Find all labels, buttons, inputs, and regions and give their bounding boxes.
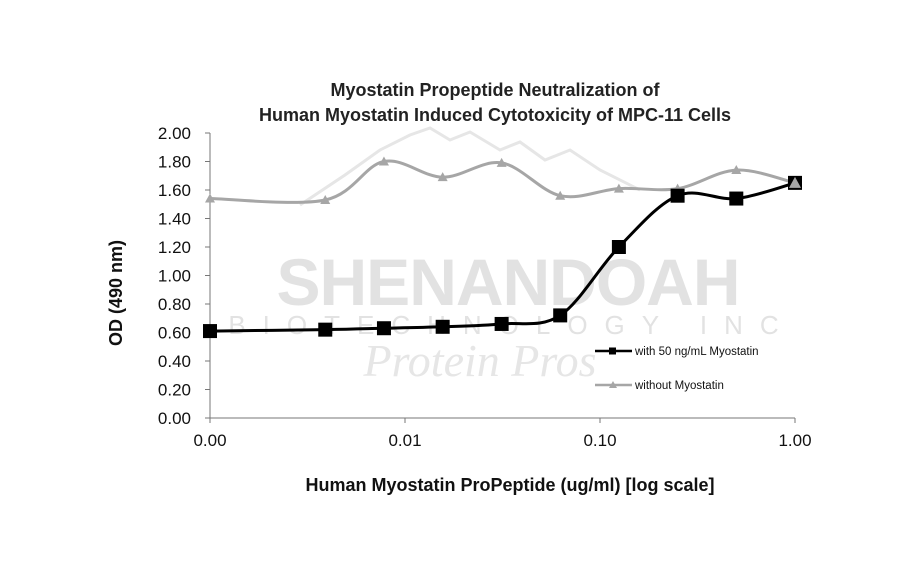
- data-point-with-myostatin: [318, 322, 333, 337]
- x-tick-label: 0.01: [388, 431, 421, 450]
- data-point-with-myostatin: [203, 324, 217, 339]
- x-tick-label: 0.10: [583, 431, 616, 450]
- legend-marker-with-myostatin: [609, 347, 616, 355]
- data-point-with-myostatin: [553, 308, 568, 323]
- y-tick-label: 1.60: [158, 181, 191, 200]
- x-tick-label: 0.00: [193, 431, 226, 450]
- data-point-without-myostatin: [437, 172, 448, 182]
- y-tick-label: 1.40: [158, 210, 191, 229]
- data-point-with-myostatin: [611, 240, 626, 254]
- x-tick-label: 1.00: [778, 431, 811, 450]
- watermark-brand: SHENANDOAH: [276, 245, 739, 319]
- y-tick-label: 0.00: [158, 409, 191, 428]
- data-point-without-myostatin: [613, 183, 624, 193]
- legend-marker-without-myostatin: [609, 381, 617, 388]
- legend-label-with-myostatin: with 50 ng/mL Myostatin: [634, 346, 759, 358]
- data-point-without-myostatin: [205, 193, 215, 203]
- series-layer: [203, 156, 802, 339]
- y-ticks: 0.00 0.20 0.40 0.60 0.80 1.00 1.20 1.40 1.60 1.80…: [158, 124, 210, 428]
- legend-label-without-myostatin: without Myostatin: [634, 380, 724, 392]
- y-tick-label: 0.40: [158, 352, 191, 371]
- data-point-without-myostatin: [496, 157, 507, 167]
- data-point-with-myostatin: [376, 321, 391, 336]
- data-point-without-myostatin: [789, 176, 801, 188]
- x-axis-title: Human Myostatin ProPeptide (ug/ml) [log …: [305, 475, 714, 495]
- series-line-without-myostatin: [209, 159, 796, 204]
- watermark-mountain-icon: [299, 126, 641, 207]
- watermark-script: Protein Pros: [363, 335, 597, 386]
- y-tick-label: 1.00: [158, 267, 191, 286]
- chart-title-line-2: Human Myostatin Induced Cytotoxicity of …: [259, 105, 731, 125]
- y-tick-label: 2.00: [158, 124, 191, 143]
- legend: with 50 ng/mL Myostatin without Myostati…: [595, 346, 759, 392]
- y-tick-label: 0.60: [158, 324, 191, 343]
- x-ticks: 0.00 0.01 0.10 1.00: [193, 418, 812, 450]
- series-line-with-myostatin: [209, 181, 796, 333]
- data-point-with-myostatin: [494, 316, 509, 331]
- y-tick-label: 0.80: [158, 295, 191, 314]
- chart-title-line-1: Myostatin Propeptide Neutralization of: [330, 80, 660, 100]
- data-point-with-myostatin: [729, 191, 744, 206]
- data-point-without-myostatin: [555, 190, 566, 200]
- data-point-with-myostatin: [435, 319, 450, 334]
- y-tick-label: 1.80: [158, 153, 191, 172]
- data-point-with-myostatin: [670, 188, 685, 203]
- data-point-without-myostatin: [378, 156, 389, 166]
- y-tick-label: 1.20: [158, 238, 191, 257]
- y-axis-title: OD (490 nm): [106, 240, 126, 346]
- data-point-without-myostatin: [320, 194, 331, 204]
- data-point-without-myostatin: [731, 165, 742, 175]
- y-tick-label: 0.20: [158, 381, 191, 400]
